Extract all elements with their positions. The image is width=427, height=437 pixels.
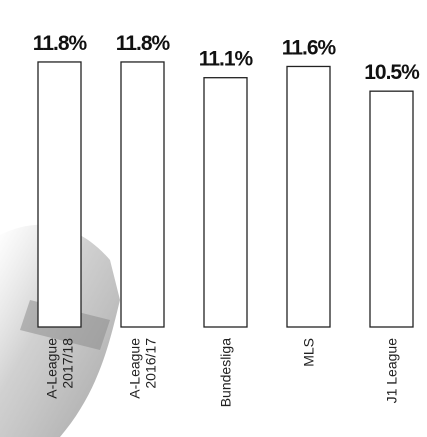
bar <box>203 77 248 328</box>
category-label: 2017/18 <box>60 338 76 389</box>
bar <box>120 61 165 328</box>
value-label: 10.5% <box>364 61 420 84</box>
value-label: 11.6% <box>282 36 337 59</box>
bar <box>37 61 82 328</box>
bar <box>286 65 331 328</box>
category-label: 2016/17 <box>143 338 159 389</box>
category-label: MLS <box>301 338 317 367</box>
bar <box>369 90 414 328</box>
value-label: 11.1% <box>199 48 254 71</box>
category-label: J1 League <box>384 338 400 404</box>
category-label: A-League <box>127 338 143 399</box>
value-label: 11.8% <box>33 32 88 55</box>
category-label: Bundesliga <box>218 338 234 407</box>
value-label: 11.8% <box>116 32 171 55</box>
category-label: A-League <box>44 338 60 399</box>
